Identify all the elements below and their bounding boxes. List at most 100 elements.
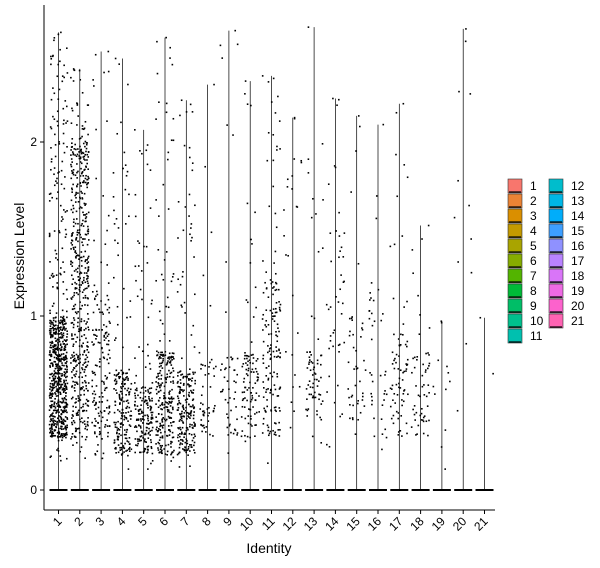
data-point bbox=[391, 351, 394, 354]
data-point bbox=[161, 361, 164, 364]
data-point bbox=[187, 415, 189, 417]
data-point bbox=[50, 330, 52, 332]
data-point bbox=[179, 391, 181, 394]
data-point bbox=[244, 417, 247, 420]
data-point bbox=[106, 343, 108, 346]
data-point bbox=[157, 434, 159, 436]
data-point bbox=[118, 429, 121, 431]
data-point bbox=[63, 358, 66, 360]
data-point bbox=[382, 313, 384, 315]
data-point bbox=[155, 392, 158, 395]
data-point bbox=[51, 434, 53, 437]
data-point bbox=[61, 436, 64, 439]
data-point bbox=[57, 403, 60, 406]
data-point bbox=[58, 404, 61, 407]
data-point bbox=[231, 357, 234, 360]
data-point bbox=[149, 169, 152, 171]
data-point bbox=[73, 374, 75, 376]
data-point bbox=[65, 386, 68, 389]
data-point bbox=[54, 420, 57, 422]
data-point bbox=[54, 348, 57, 351]
data-point bbox=[66, 310, 68, 313]
data-point bbox=[55, 412, 57, 414]
legend-item-14: 14 bbox=[548, 208, 585, 224]
data-point bbox=[72, 317, 75, 319]
data-point bbox=[130, 414, 133, 417]
data-point bbox=[85, 203, 87, 205]
data-point bbox=[245, 354, 248, 357]
data-point bbox=[54, 367, 57, 370]
data-point bbox=[83, 349, 86, 352]
data-point bbox=[177, 406, 180, 409]
data-point bbox=[161, 444, 163, 447]
data-point bbox=[275, 346, 277, 348]
data-point bbox=[262, 396, 265, 398]
data-point bbox=[72, 444, 74, 446]
data-point bbox=[338, 256, 340, 259]
data-point bbox=[158, 215, 160, 217]
data-point bbox=[250, 104, 252, 107]
data-point bbox=[251, 243, 253, 245]
data-point bbox=[79, 420, 82, 423]
data-point bbox=[79, 256, 82, 259]
data-point bbox=[172, 408, 174, 411]
data-point bbox=[64, 383, 67, 386]
data-point bbox=[251, 394, 254, 397]
data-point bbox=[86, 313, 89, 315]
data-point bbox=[57, 404, 60, 407]
data-point bbox=[74, 436, 77, 438]
data-point bbox=[167, 415, 170, 418]
x-tick-label: 9 bbox=[220, 514, 235, 529]
data-point bbox=[192, 373, 195, 375]
data-point bbox=[161, 452, 163, 455]
data-point bbox=[457, 261, 459, 263]
data-point bbox=[58, 367, 60, 370]
data-point bbox=[63, 151, 66, 154]
data-point bbox=[93, 404, 96, 407]
data-point bbox=[169, 57, 171, 59]
data-point bbox=[164, 377, 167, 379]
data-point bbox=[413, 405, 416, 407]
data-point bbox=[370, 297, 372, 299]
data-point bbox=[84, 427, 86, 430]
data-point bbox=[119, 402, 121, 404]
data-point bbox=[49, 346, 52, 349]
data-point bbox=[179, 382, 182, 384]
data-point bbox=[59, 48, 61, 51]
data-point bbox=[72, 358, 75, 361]
data-point bbox=[78, 286, 81, 289]
data-point bbox=[53, 424, 55, 426]
data-point bbox=[148, 392, 151, 395]
data-point bbox=[338, 351, 340, 353]
data-point bbox=[337, 301, 340, 303]
data-point bbox=[147, 391, 150, 393]
data-point bbox=[75, 370, 78, 373]
data-point bbox=[52, 348, 54, 351]
data-point bbox=[100, 411, 103, 414]
data-point bbox=[168, 352, 171, 355]
data-point bbox=[150, 387, 153, 389]
data-point bbox=[200, 423, 202, 426]
data-point bbox=[268, 205, 271, 208]
data-point bbox=[87, 156, 90, 158]
series-cluster-13 bbox=[305, 26, 324, 491]
legend-swatch bbox=[548, 223, 564, 239]
data-point bbox=[79, 277, 81, 279]
data-point bbox=[77, 321, 79, 324]
data-point bbox=[53, 39, 55, 42]
data-point bbox=[62, 400, 65, 402]
data-point bbox=[396, 394, 399, 396]
data-point bbox=[170, 402, 173, 404]
data-point bbox=[83, 127, 86, 130]
data-point bbox=[62, 353, 65, 355]
data-point bbox=[144, 438, 146, 440]
data-point bbox=[261, 318, 264, 320]
data-point bbox=[78, 284, 81, 286]
data-point bbox=[55, 180, 57, 182]
data-point bbox=[116, 392, 118, 394]
data-point bbox=[61, 75, 64, 77]
data-point bbox=[349, 417, 351, 420]
data-point bbox=[186, 375, 188, 378]
data-point bbox=[329, 306, 332, 308]
data-point bbox=[75, 287, 78, 290]
